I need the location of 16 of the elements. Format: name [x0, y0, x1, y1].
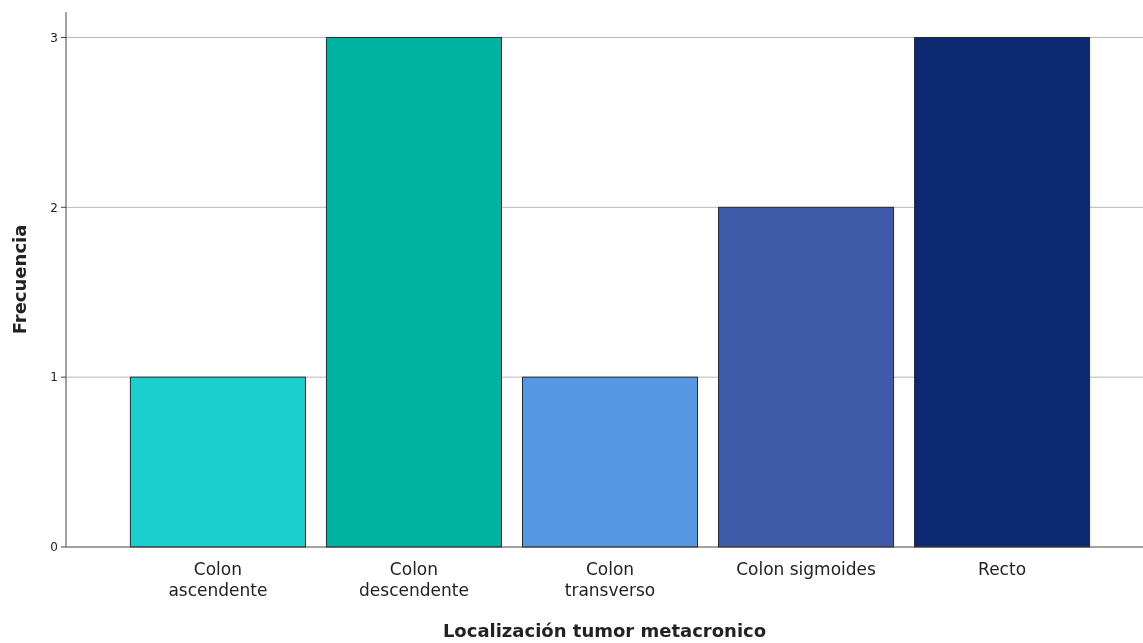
bar: [325, 36, 502, 548]
y-axis-title: Frecuencia: [9, 224, 30, 335]
bar: [718, 206, 895, 548]
x-tick-label: Colon transverso: [564, 559, 656, 600]
bar: [129, 376, 306, 548]
y-tick-label: 1: [50, 370, 58, 385]
x-tick-label: Colon descendente: [359, 559, 469, 600]
y-tick-label: 0: [50, 540, 58, 555]
x-tick-label: Recto: [978, 559, 1027, 579]
x-tick-label: Colon sigmoides: [736, 559, 877, 579]
bar: [521, 376, 699, 548]
y-tick-label: 3: [50, 30, 58, 45]
bar: [914, 36, 1091, 548]
x-axis-title: Localización tumor metacronico: [442, 620, 767, 641]
y-tick-label: 2: [50, 200, 58, 215]
x-tick-label: Colon ascendente: [168, 559, 268, 600]
